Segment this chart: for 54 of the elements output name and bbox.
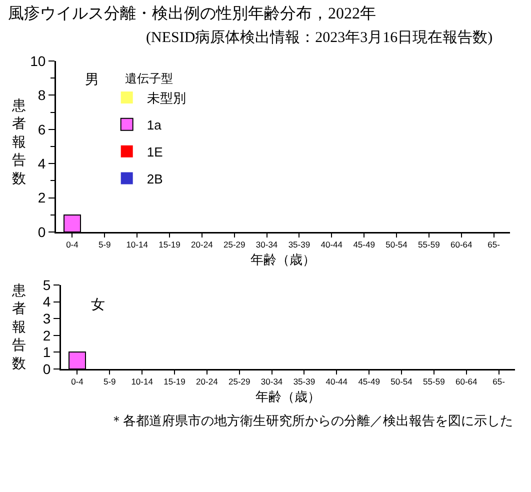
y-tick-label: 2 xyxy=(38,190,46,206)
x-tick-label: 50-54 xyxy=(386,240,408,250)
annotation: 女 xyxy=(91,297,105,313)
x-tick-label: 10-14 xyxy=(126,240,148,250)
y-tick-label: 2 xyxy=(42,327,51,344)
x-tick-label: 45-49 xyxy=(358,376,380,387)
x-axis-title: 年齢（歳） xyxy=(256,389,320,404)
y-tick-label: 4 xyxy=(38,156,46,172)
legend-label: 1a xyxy=(146,118,162,133)
x-tick-label: 15-19 xyxy=(158,240,181,250)
x-tick-label: 10-14 xyxy=(131,376,154,387)
legend-title: 遺伝子型 xyxy=(124,72,173,86)
x-tick-label: 25-29 xyxy=(223,240,246,250)
legend-label: 1E xyxy=(146,144,164,160)
y-tick-label: 8 xyxy=(38,87,46,104)
y-tick-label: 0 xyxy=(42,360,51,377)
x-tick-label: 50-54 xyxy=(390,376,413,387)
x-tick-label: 0-4 xyxy=(71,376,84,387)
legend-label: 2B xyxy=(146,171,163,186)
y-axis-title: 患者報告数 xyxy=(11,98,26,187)
x-axis-title: 年齢（歳） xyxy=(250,252,316,268)
y-tick-label: 10 xyxy=(30,52,46,69)
x-tick-label: 35-39 xyxy=(288,240,310,250)
x-tick-label: 20-24 xyxy=(196,376,218,387)
x-tick-label: 65- xyxy=(488,240,500,250)
x-tick-label: 30-34 xyxy=(256,240,278,250)
y-tick-label: 3 xyxy=(42,310,51,326)
legend-label: 未型別 xyxy=(146,90,186,106)
x-tick-label: 5-9 xyxy=(98,240,112,250)
x-tick-label: 35-39 xyxy=(293,376,316,387)
x-tick-label: 65- xyxy=(492,376,506,387)
y-tick-label: 5 xyxy=(42,276,51,293)
y-tick-label: 6 xyxy=(38,121,46,138)
x-tick-label: 45-49 xyxy=(353,240,376,250)
x-tick-label: 30-34 xyxy=(260,376,283,387)
text: ＊各都道府県市の地方衛生研究所からの分離／検出報告を図に示した xyxy=(110,413,513,428)
x-tick-label: 55-59 xyxy=(418,240,440,250)
x-tick-label: 40-44 xyxy=(320,240,343,250)
chart-title: 風疹ウイルス分離・検出例の性別年齢分布，2022年 xyxy=(8,4,376,23)
x-tick-label: 60-64 xyxy=(450,240,472,250)
y-tick-label: 0 xyxy=(38,224,46,240)
x-tick-label: 15-19 xyxy=(164,376,186,387)
y-tick-label: 4 xyxy=(42,294,51,310)
x-tick-label: 20-24 xyxy=(191,240,214,250)
chart-subtitle: (NESID病原体検出情報：2023年3月16日現在報告数) xyxy=(146,29,493,46)
x-tick-label: 40-44 xyxy=(326,376,348,387)
x-tick-label: 55-59 xyxy=(423,376,446,387)
x-tick-label: 5-9 xyxy=(103,376,116,387)
x-tick-label: 60-64 xyxy=(455,376,478,387)
y-tick-label: 1 xyxy=(42,344,51,360)
annotation: 男 xyxy=(85,73,99,88)
y-axis-title: 患者報告数 xyxy=(11,283,26,372)
x-tick-label: 0-4 xyxy=(66,240,79,250)
x-tick-label: 25-29 xyxy=(228,376,250,387)
